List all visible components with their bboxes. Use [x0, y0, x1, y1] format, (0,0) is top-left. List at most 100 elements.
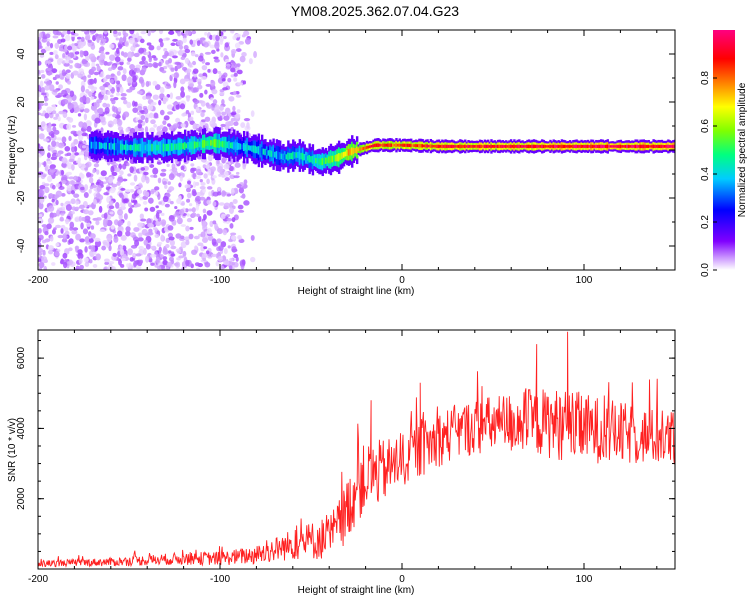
spectrogram-noise-cell — [143, 60, 149, 67]
spectrogram-noise-cell — [213, 56, 219, 60]
spectrogram-noise-cell — [68, 135, 72, 142]
spectrogram-noise-cell — [125, 188, 131, 193]
spectrogram-noise-cell — [48, 84, 55, 92]
spectrogram-noise-cell — [54, 250, 60, 257]
spectrogram-ridge-cell — [454, 145, 457, 148]
spectrogram-noise-cell — [133, 174, 138, 182]
spectrogram-noise-cell — [178, 182, 182, 188]
spectrogram-ridge-cell — [339, 153, 342, 160]
spectrogram-noise-cell — [243, 179, 248, 185]
spectrogram-noise-cell — [70, 184, 75, 193]
spectrogram-noise-cell — [80, 36, 85, 42]
spectrogram-ridge-cell — [290, 152, 293, 160]
spectrogram-noise-cell — [80, 85, 85, 93]
spectrogram-ridge-cell — [498, 144, 501, 149]
spectrogram-noise-cell — [38, 237, 42, 243]
spectrogram-noise-cell — [38, 45, 43, 49]
spectrogram-noise-cell — [85, 33, 91, 41]
spectrogram-ridge-cell — [631, 144, 634, 148]
spectrogram-ridge-cell — [396, 143, 400, 147]
spectrogram-noise-cell — [44, 239, 50, 243]
spectrogram-ridge-cell — [452, 144, 455, 148]
spectrogram-ridge-cell — [488, 145, 492, 148]
spectrogram-ridge-cell — [201, 140, 205, 148]
spectrogram-noise-cell — [60, 212, 65, 216]
spectrogram-noise-cell — [204, 31, 208, 36]
spectrogram-ridge-cell — [575, 144, 578, 149]
spectrogram-ridge-cell — [146, 143, 149, 152]
spectrogram-ridge-cell — [480, 144, 483, 149]
spectrogram-noise-cell — [192, 68, 199, 74]
spectrogram-noise-cell — [125, 230, 131, 237]
spectrogram-noise-cell — [185, 259, 190, 267]
spectrogram-noise-cell — [225, 58, 230, 63]
spectrogram-ridge-cell — [441, 144, 444, 149]
spectrogram-noise-cell — [139, 109, 145, 113]
spectrogram-noise-cell — [184, 208, 189, 213]
spectrogram-ridge-cell — [414, 144, 418, 148]
spectrogram-noise-cell — [120, 92, 127, 97]
spectrogram-noise-cell — [250, 256, 256, 263]
spectrogram-noise-cell — [195, 195, 202, 202]
spectrogram-ridge-cell — [193, 141, 197, 149]
spectrogram-ridge-cell — [319, 158, 323, 166]
spectrogram-ridge-cell — [608, 145, 611, 148]
spectrogram-ridge-cell — [465, 145, 469, 148]
spectrogram-noise-cell — [117, 220, 124, 226]
spectrogram-ridge-cell — [663, 145, 667, 148]
spectrogram-noise-cell — [39, 54, 45, 58]
spectrogram-noise-cell — [83, 192, 89, 198]
spectrogram-noise-cell — [222, 35, 227, 40]
spectrogram-noise-cell — [159, 124, 164, 129]
spectrogram-ridge-cell — [421, 144, 424, 148]
spectrogram-noise-cell — [244, 37, 251, 45]
spectrogram-noise-cell — [137, 119, 143, 124]
spectrogram-ridge-cell — [293, 151, 297, 159]
spectrogram-noise-cell — [79, 151, 85, 156]
spectrogram-noise-cell — [67, 45, 73, 51]
spectrogram-noise-cell — [235, 171, 240, 175]
spectrogram-ridge-cell — [126, 144, 130, 151]
spectrogram-noise-cell — [152, 167, 159, 175]
spectrogram-noise-cell — [82, 228, 89, 235]
spectrogram-noise-cell — [52, 30, 59, 36]
spectrogram-noise-cell — [237, 82, 243, 86]
spectrogram-noise-cell — [146, 42, 152, 46]
spectrogram-noise-cell — [208, 191, 212, 197]
colorbar-tick-label: 0.6 — [700, 119, 711, 133]
spectrogram-noise-cell — [218, 202, 225, 206]
spectrogram-ridge-cell — [342, 151, 346, 158]
spectrogram-noise-cell — [129, 64, 135, 70]
spectrogram-ridge-cell — [149, 144, 152, 151]
spectrogram-ridge-cell — [139, 143, 143, 152]
spectrogram-noise-cell — [228, 265, 233, 270]
spectrogram-noise-cell — [85, 120, 92, 128]
spectrogram-noise-cell — [250, 234, 255, 241]
spectrogram-ridge-cell — [272, 150, 275, 159]
spectrogram-noise-cell — [61, 174, 68, 182]
spectrogram-noise-cell — [163, 47, 168, 52]
spectrogram-noise-cell — [139, 60, 145, 65]
spectrogram-ridge-cell — [165, 143, 169, 152]
spectrogram-noise-cell — [163, 65, 168, 70]
spectrogram-noise-cell — [145, 243, 151, 250]
spectrogram-noise-cell — [58, 47, 64, 52]
spectrogram-noise-cell — [158, 61, 162, 67]
spectrogram-noise-cell — [46, 223, 52, 230]
spectrogram-noise-cell — [134, 185, 139, 190]
spectrogram-noise-cell — [140, 218, 147, 222]
spectrogram-ridge-cell — [242, 143, 246, 152]
spectrogram-ridge-cell — [585, 144, 588, 148]
spectrogram-noise-cell — [204, 89, 208, 95]
spectrogram-ridge-cell — [649, 145, 652, 148]
spectrogram-noise-cell — [226, 65, 231, 69]
spectrogram-noise-cell — [225, 121, 232, 127]
spectrogram-noise-cell — [61, 162, 67, 168]
spectrogram-noise-cell — [180, 165, 185, 171]
spectrogram-noise-cell — [152, 94, 159, 100]
spectrogram-ridge-cell — [231, 142, 234, 149]
spectrogram-noise-cell — [211, 238, 217, 246]
spectrogram-noise-cell — [225, 214, 231, 218]
spectrogram-ridge-cell — [187, 141, 190, 150]
spectrogram-ridge-cell — [549, 144, 552, 149]
